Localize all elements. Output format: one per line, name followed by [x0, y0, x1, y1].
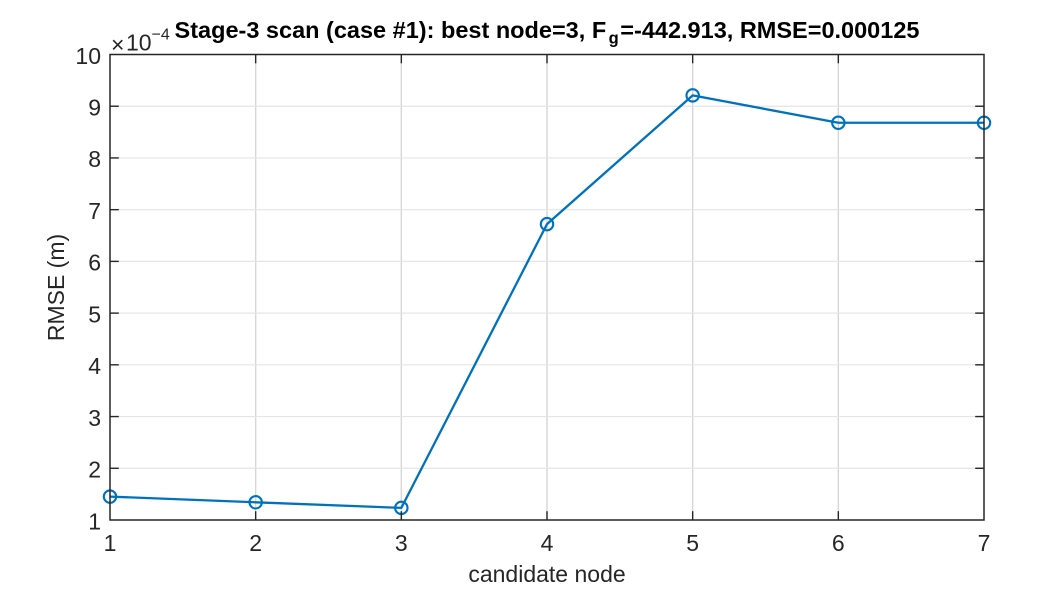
svg-text:2: 2	[249, 530, 262, 556]
svg-text:1: 1	[104, 530, 117, 556]
svg-text:10: 10	[75, 43, 101, 69]
svg-text:8: 8	[88, 146, 101, 172]
svg-text:RMSE (m): RMSE (m)	[43, 234, 69, 341]
svg-text:6: 6	[88, 250, 101, 276]
svg-text:3: 3	[395, 530, 408, 556]
svg-text:×10−4: ×10−4	[111, 27, 170, 58]
svg-text:3: 3	[88, 405, 101, 431]
svg-text:5: 5	[88, 301, 101, 327]
svg-text:6: 6	[832, 530, 845, 556]
svg-text:4: 4	[541, 530, 554, 556]
svg-text:9: 9	[88, 95, 101, 121]
svg-text:5: 5	[686, 530, 699, 556]
svg-text:4: 4	[88, 353, 101, 379]
svg-text:Stage-3 scan (case #1): best n: Stage-3 scan (case #1): best node=3, Fg=…	[175, 17, 920, 48]
svg-text:candidate node: candidate node	[468, 561, 625, 587]
svg-text:1: 1	[88, 508, 101, 534]
svg-text:7: 7	[978, 530, 991, 556]
svg-text:7: 7	[88, 198, 101, 224]
svg-text:2: 2	[88, 457, 101, 483]
